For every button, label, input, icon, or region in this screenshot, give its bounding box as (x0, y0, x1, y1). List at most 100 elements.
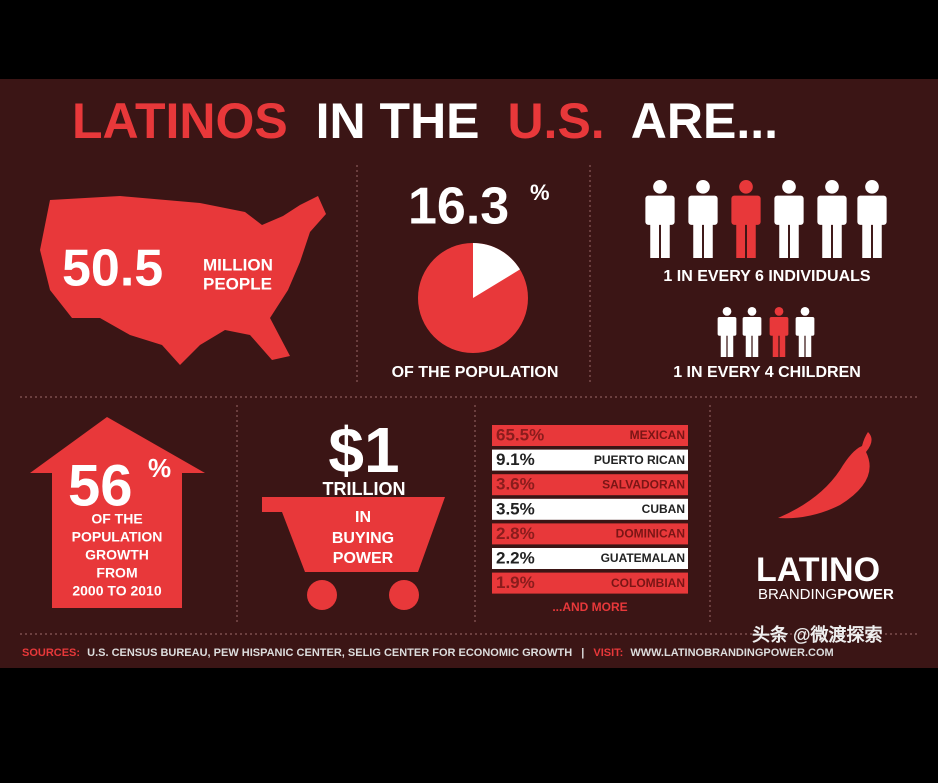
person-head (800, 307, 810, 316)
growth-line: 2000 TO 2010 (72, 583, 161, 599)
origin-share: 1.9% (496, 573, 535, 592)
origin-row (492, 523, 688, 545)
buying-amount: $1 (328, 414, 399, 486)
person-leg (693, 222, 703, 258)
person-icon (717, 307, 737, 357)
origin-name: DOMINICAN (616, 527, 685, 541)
person-body (769, 317, 789, 336)
person-body (731, 195, 761, 225)
origin-row (492, 498, 688, 520)
growth-line: FROM (96, 565, 137, 581)
person-body (645, 195, 675, 225)
person-body (717, 317, 737, 336)
origin-name: PUERTO RICAN (594, 453, 685, 467)
person-leg (703, 222, 713, 258)
person-leg (872, 222, 882, 258)
person-head (825, 180, 839, 194)
cart-wheel (389, 580, 419, 610)
origin-name: SALVADORAN (602, 477, 685, 491)
person-leg (798, 334, 805, 357)
person-leg (650, 222, 660, 258)
person-head (653, 180, 667, 194)
population-unit: MILLION (203, 255, 273, 274)
person-head (739, 180, 753, 194)
person-body (795, 317, 815, 336)
growth-line: POPULATION (72, 529, 163, 545)
person-leg (832, 222, 842, 258)
share-sign: % (530, 180, 550, 205)
growth-line: GROWTH (85, 547, 149, 563)
origin-share: 2.8% (496, 524, 535, 543)
person-leg (720, 334, 727, 357)
person-leg (779, 222, 789, 258)
person-body (742, 317, 762, 336)
share-caption: OF THE POPULATION (392, 364, 559, 381)
person-leg (736, 222, 746, 258)
person-icon (795, 307, 815, 357)
footer-label: VISIT: (593, 647, 623, 659)
origin-row (492, 548, 688, 569)
footer-sep: | (581, 647, 584, 659)
person-head (747, 307, 757, 316)
origin-share: 3.6% (496, 475, 535, 494)
us-map (40, 196, 326, 365)
footer-url: WWW.LATINOBRANDINGPOWER.COM (630, 647, 833, 659)
brand-tag: POWER (837, 586, 894, 603)
person-leg (822, 222, 832, 258)
growth-arrow (30, 417, 205, 608)
cart-wheel (307, 580, 337, 610)
person-leg (862, 222, 872, 258)
person-icon (857, 180, 887, 258)
person-leg (789, 222, 799, 258)
person-head (722, 307, 732, 316)
buying-line: BUYING (332, 530, 394, 547)
growth-sign: % (148, 453, 171, 483)
origin-name: CUBAN (642, 502, 685, 516)
person-leg (660, 222, 670, 258)
person-leg (772, 334, 779, 357)
person-head (774, 307, 784, 316)
share-number: 16.3 (408, 178, 509, 236)
title-part: U.S. (507, 93, 604, 149)
ratio-label: 1 IN EVERY 4 CHILDREN (673, 364, 861, 381)
population-number: 50.5 (62, 240, 163, 298)
origin-row (492, 474, 688, 496)
population-unit: PEOPLE (203, 274, 272, 293)
growth-line: OF THE (91, 511, 142, 527)
brand-tagline: BRANDINGPOWER (758, 586, 894, 603)
origin-share: 3.5% (496, 499, 535, 518)
title: LATINOS IN THE U.S. ARE... (72, 93, 778, 149)
person-leg (779, 334, 786, 357)
person-icon (769, 307, 789, 357)
origins-more: ...AND MORE (552, 600, 627, 614)
person-icon (774, 180, 804, 258)
person-icon (731, 180, 761, 258)
cart (262, 497, 445, 572)
origin-row (492, 572, 688, 594)
person-leg (752, 334, 759, 357)
title-part: LATINOS (72, 93, 288, 149)
brand-tag: BRANDING (758, 586, 837, 603)
pie-wedge (473, 243, 520, 298)
person-head (696, 180, 710, 194)
origin-name: COLOMBIAN (611, 576, 685, 590)
origin-row (492, 425, 688, 446)
buying-line: IN (355, 509, 371, 526)
buying-unit: TRILLION (323, 479, 406, 499)
origin-share: 65.5% (496, 425, 544, 444)
growth-number: 56 (68, 453, 133, 518)
origin-share: 9.1% (496, 450, 535, 469)
person-icon (645, 180, 675, 258)
person-head (782, 180, 796, 194)
person-icon (742, 307, 762, 357)
person-body (817, 195, 847, 225)
origin-row (492, 449, 688, 471)
origin-share: 2.2% (496, 548, 535, 567)
origin-name: GUATEMALAN (601, 551, 685, 565)
person-leg (745, 334, 752, 357)
person-leg (746, 222, 756, 258)
origin-name: MEXICAN (630, 428, 685, 442)
person-icon (688, 180, 718, 258)
person-leg (805, 334, 812, 357)
